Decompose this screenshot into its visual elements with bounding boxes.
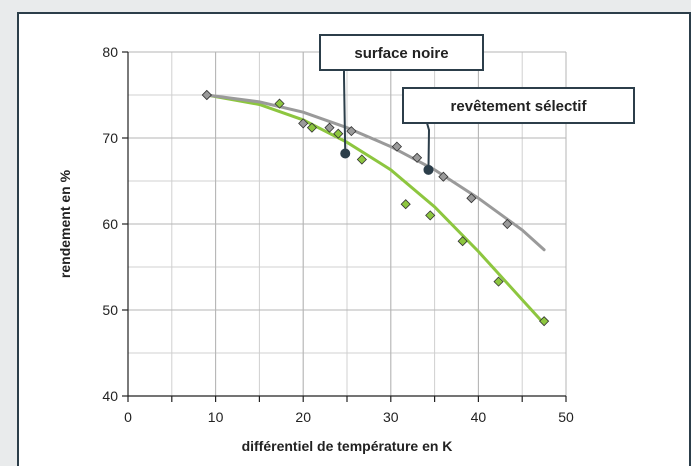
y-tick-label: 80	[102, 44, 118, 60]
y-axis-title: rendement en %	[57, 169, 73, 278]
data-point-surface-noire	[400, 199, 411, 210]
callout-anchor-dot	[423, 164, 434, 175]
y-tick-label: 40	[102, 388, 118, 404]
x-tick-label: 50	[558, 409, 574, 425]
fit-curve-surface-noire	[205, 93, 546, 326]
data-point-surface-noire	[457, 236, 468, 247]
data-point-surface-noire	[425, 210, 436, 221]
callout-label-surface-noire: surface noire	[354, 45, 448, 62]
data-point-revetement-selectif	[502, 218, 513, 230]
callout-leader	[426, 122, 431, 170]
callout-anchor-dot	[340, 148, 351, 159]
callout-leader	[343, 70, 347, 154]
y-tick-label: 60	[102, 216, 118, 232]
data-point-surface-noire	[539, 316, 550, 327]
x-axis-title: différentiel de température en K	[242, 438, 453, 454]
x-tick-label: 10	[208, 409, 224, 425]
data-point-surface-noire	[274, 98, 285, 109]
callout-label-revetement-selectif: revêtement sélectif	[451, 98, 588, 115]
data-point-surface-noire	[356, 154, 367, 165]
data-point-revetement-selectif	[466, 193, 477, 204]
x-tick-label: 30	[383, 409, 399, 425]
data-point-revetement-selectif	[298, 118, 309, 129]
callout-box	[402, 87, 635, 124]
x-tick-label: 0	[124, 409, 132, 425]
y-tick-label: 50	[102, 302, 118, 318]
data-point-revetement-selectif	[412, 152, 423, 163]
x-tick-label: 40	[471, 409, 487, 425]
data-point-revetement-selectif	[438, 171, 449, 182]
data-point-surface-noire	[306, 122, 318, 133]
x-tick-label: 20	[295, 409, 311, 425]
callout-box	[319, 34, 484, 71]
data-point-revetement-selectif	[391, 141, 402, 152]
data-point-revetement-selectif	[324, 122, 335, 133]
data-point-revetement-selectif	[201, 89, 212, 101]
chart-card	[17, 12, 691, 466]
y-tick-label: 70	[102, 130, 118, 146]
data-point-revetement-selectif	[346, 126, 357, 137]
data-point-surface-noire	[333, 128, 344, 139]
data-point-surface-noire	[493, 276, 504, 287]
